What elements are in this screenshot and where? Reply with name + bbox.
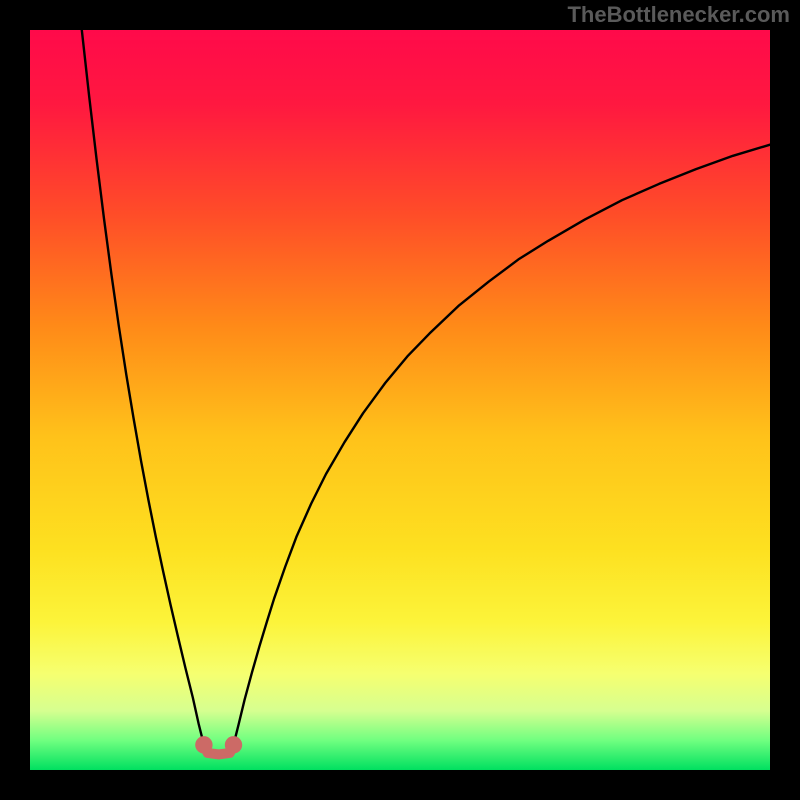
plot-container: TheBottlenecker.com (0, 0, 800, 800)
plot-svg (0, 0, 800, 800)
marker-left (196, 737, 212, 753)
watermark-text: TheBottlenecker.com (567, 2, 790, 28)
marker-right (225, 737, 241, 753)
plot-background-gradient (30, 30, 770, 770)
